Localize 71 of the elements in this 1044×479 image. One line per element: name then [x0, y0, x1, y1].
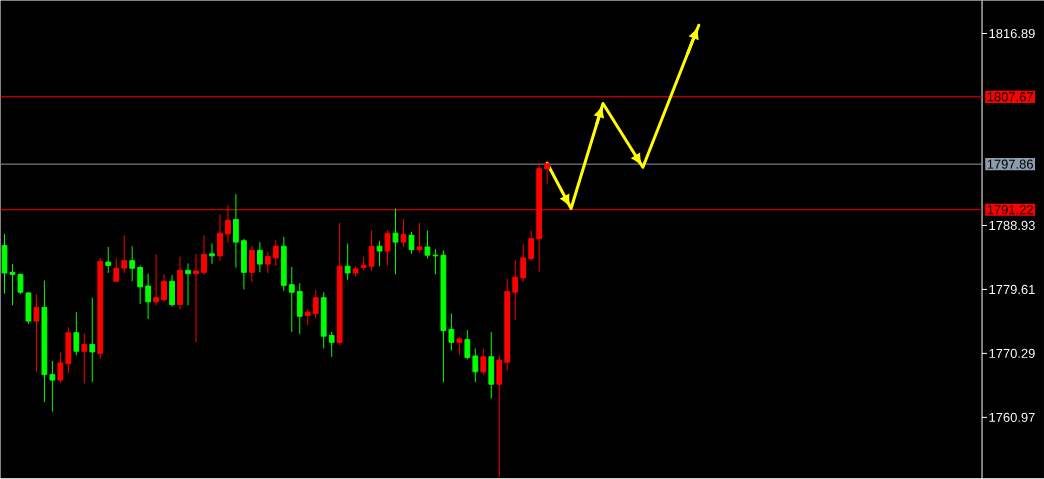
candlestick — [241, 238, 247, 291]
candlestick — [384, 230, 391, 267]
candlestick — [161, 274, 167, 302]
candlestick — [49, 360, 56, 413]
candlestick — [217, 214, 223, 262]
candlestick — [520, 243, 527, 283]
candlestick — [73, 311, 80, 356]
y-tick-label: 1816.89 — [989, 29, 1035, 39]
candlestick — [113, 258, 120, 283]
candlestick — [488, 331, 495, 400]
candlestick — [121, 234, 128, 274]
ref-line-label: 1797.86 — [987, 159, 1033, 169]
candlestick — [544, 162, 551, 185]
candlestick — [193, 253, 199, 343]
candlestick — [440, 249, 447, 383]
candlestick — [528, 230, 535, 262]
candlestick — [33, 293, 40, 373]
candlestick — [312, 289, 319, 319]
candlestick — [432, 248, 439, 275]
candlestick — [105, 246, 112, 274]
candlestick — [209, 243, 215, 265]
candlestick — [472, 348, 479, 383]
candlestick — [57, 352, 64, 384]
candlestick — [328, 331, 335, 358]
candlestick — [201, 234, 207, 276]
candlestick — [336, 222, 343, 346]
candlestick — [264, 251, 271, 274]
candlestick — [304, 308, 311, 326]
candlestick — [512, 259, 519, 321]
candlestick — [376, 240, 383, 267]
candlestick — [392, 208, 399, 275]
candlestick — [41, 280, 48, 403]
candlestick — [248, 245, 255, 283]
candlestick — [81, 333, 88, 385]
candlestick — [504, 278, 511, 372]
candlestick — [145, 273, 152, 320]
y-tick-label: 1788.93 — [989, 220, 1035, 231]
candlestick — [272, 239, 279, 267]
candlestick — [280, 236, 287, 292]
candlestick — [177, 256, 183, 311]
candlestick — [400, 218, 407, 248]
candlestick — [169, 274, 175, 308]
candlestick — [97, 257, 104, 360]
candlestick — [344, 243, 351, 281]
candlestick — [288, 266, 295, 333]
ref-line-label: 1807.67 — [987, 92, 1033, 102]
candlestick — [480, 348, 487, 376]
candlestick — [456, 336, 463, 356]
candlestick — [416, 222, 423, 254]
candlestick — [368, 230, 375, 272]
candlestick — [153, 254, 160, 306]
candlestick — [256, 241, 263, 273]
candlestick — [137, 265, 144, 305]
candlestick — [185, 263, 191, 306]
candlestick — [496, 355, 503, 478]
candlestick — [464, 329, 471, 361]
candlestick — [352, 265, 359, 278]
y-tick-label: 1779.61 — [989, 284, 1035, 295]
candlestick — [233, 193, 239, 269]
candlestick — [408, 231, 415, 255]
candlestick — [320, 291, 327, 350]
y-tick-label: 1760.97 — [989, 412, 1035, 423]
candlestick — [424, 230, 431, 260]
y-tick-label: 1770.29 — [989, 348, 1035, 359]
candlestick — [296, 282, 303, 335]
ref-line-label: 1791.22 — [987, 205, 1033, 215]
candlestick — [89, 297, 96, 383]
candlestick — [65, 326, 72, 374]
candlestick — [129, 245, 136, 282]
candlestick — [448, 313, 455, 352]
candlestick — [360, 256, 367, 271]
